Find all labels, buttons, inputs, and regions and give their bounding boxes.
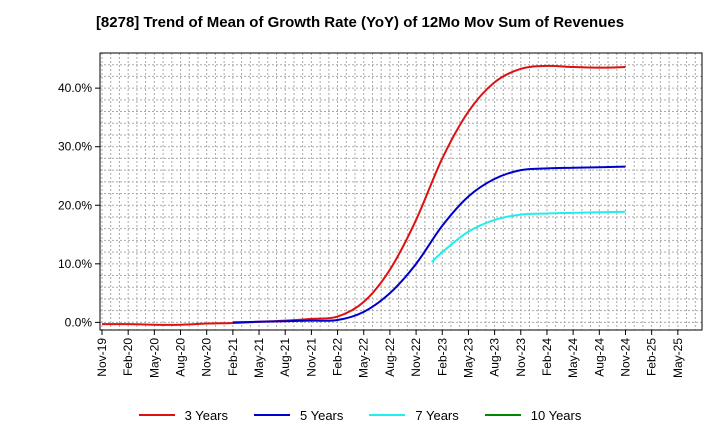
x-tick-label: Feb-22	[331, 338, 345, 376]
x-tick-label: May-22	[357, 338, 371, 378]
legend-swatch	[138, 414, 175, 416]
x-tick-label: Feb-23	[435, 338, 449, 376]
x-tick-label: Nov-20	[200, 338, 214, 377]
x-tick-label: Aug-20	[174, 338, 188, 377]
series-line-3-years	[101, 64, 626, 326]
legend-swatch	[484, 414, 521, 416]
x-tick-label: May-24	[566, 338, 580, 378]
x-tick-label: Nov-21	[304, 338, 318, 377]
x-tick-label: Aug-23	[488, 338, 502, 377]
axis-layer: 0.0% 10.0% 20.0% 30.0% 40.0% Nov-19 Feb-20 May-…	[58, 81, 685, 378]
legend-item: 3 Years	[138, 407, 228, 423]
legend: 3 Years 5 Years 7 Years 10 Years	[0, 405, 720, 425]
legend-item: 5 Years	[254, 408, 343, 423]
x-tick-label: Feb-20	[121, 338, 135, 376]
legend-item: 7 Years	[369, 407, 459, 423]
x-tick-label: Aug-24	[592, 338, 606, 377]
plot-frame	[99, 52, 703, 331]
y-tick-label: 40.0%	[58, 81, 92, 95]
y-tick-label: 0.0%	[65, 315, 93, 329]
x-tick-label: May-21	[252, 338, 266, 378]
grid-layer	[100, 52, 702, 330]
legend-swatch	[369, 414, 406, 416]
legend-label: 5 Years	[300, 407, 344, 423]
x-tick-label: Nov-23	[514, 338, 528, 377]
x-tick-label: Nov-24	[618, 338, 632, 377]
y-tick-label: 20.0%	[58, 198, 92, 212]
x-tick-label: May-25	[671, 338, 685, 378]
chart-title: [8278] Trend of Mean of Growth Rate (YoY…	[95, 14, 625, 31]
series-line-5-years	[232, 165, 626, 324]
legend-label: 7 Years	[415, 407, 459, 423]
x-tick-label: Aug-22	[383, 338, 397, 377]
legend-item: 10 Years	[484, 407, 582, 423]
x-tick-label: Feb-21	[226, 338, 240, 376]
y-tick-label: 30.0%	[58, 140, 92, 154]
series-line-7-years	[431, 210, 626, 263]
series-layer	[101, 64, 626, 326]
x-tick-label: Aug-21	[278, 338, 292, 377]
legend-label: 3 Years	[184, 407, 228, 423]
x-tick-label: May-20	[147, 338, 161, 378]
x-tick-label: Feb-25	[645, 338, 659, 376]
x-tick-label: Nov-22	[409, 338, 423, 377]
legend-swatch	[254, 414, 290, 416]
x-tick-label: May-23	[461, 338, 475, 378]
x-tick-label: Feb-24	[540, 338, 554, 376]
legend-label: 10 Years	[530, 407, 582, 423]
y-tick-label: 10.0%	[58, 257, 92, 271]
x-tick-label: Nov-19	[95, 338, 109, 377]
